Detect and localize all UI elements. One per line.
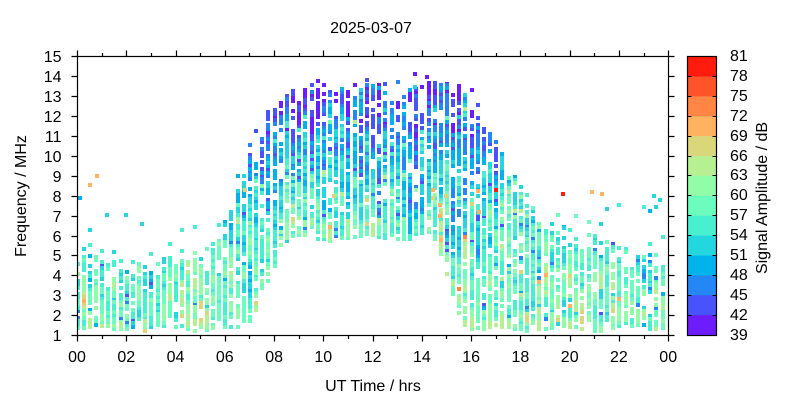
svg-text:1: 1	[53, 328, 62, 345]
svg-text:15: 15	[44, 49, 62, 66]
svg-text:22: 22	[610, 349, 628, 366]
svg-text:10: 10	[314, 349, 332, 366]
svg-text:06: 06	[216, 349, 234, 366]
svg-text:Frequency / MHz: Frequency / MHz	[13, 135, 30, 257]
svg-text:72: 72	[730, 108, 748, 125]
svg-text:9: 9	[53, 169, 62, 186]
svg-text:8: 8	[53, 189, 62, 206]
svg-text:10: 10	[44, 149, 62, 166]
svg-text:3: 3	[53, 288, 62, 305]
svg-text:60: 60	[730, 187, 748, 204]
svg-text:08: 08	[265, 349, 283, 366]
svg-text:14: 14	[413, 349, 431, 366]
svg-text:69: 69	[730, 128, 748, 145]
svg-text:14: 14	[44, 69, 62, 86]
svg-text:5: 5	[53, 248, 62, 265]
svg-text:16: 16	[462, 349, 480, 366]
svg-text:75: 75	[730, 88, 748, 105]
svg-text:81: 81	[730, 48, 748, 65]
svg-text:UT Time / hrs: UT Time / hrs	[325, 378, 421, 395]
svg-text:48: 48	[730, 267, 748, 284]
svg-text:11: 11	[45, 129, 62, 146]
svg-text:39: 39	[730, 327, 748, 344]
svg-text:00: 00	[659, 349, 677, 366]
svg-text:45: 45	[730, 287, 748, 304]
svg-text:63: 63	[730, 167, 748, 184]
svg-text:2025-03-07: 2025-03-07	[330, 20, 412, 37]
svg-text:20: 20	[561, 349, 579, 366]
svg-text:12: 12	[44, 109, 62, 126]
svg-text:51: 51	[730, 247, 748, 264]
svg-text:Signal Amplitude / dB: Signal Amplitude / dB	[754, 122, 771, 274]
svg-text:04: 04	[167, 349, 185, 366]
svg-text:2: 2	[53, 308, 62, 325]
svg-text:57: 57	[730, 207, 748, 224]
svg-text:78: 78	[730, 68, 748, 85]
svg-text:7: 7	[53, 209, 62, 226]
svg-text:6: 6	[53, 229, 62, 246]
svg-text:4: 4	[53, 268, 62, 285]
svg-text:42: 42	[730, 307, 748, 324]
svg-text:02: 02	[117, 349, 135, 366]
svg-text:12: 12	[364, 349, 382, 366]
svg-text:18: 18	[512, 349, 530, 366]
svg-text:54: 54	[730, 227, 748, 244]
svg-text:66: 66	[730, 148, 748, 165]
svg-text:00: 00	[68, 349, 86, 366]
svg-text:13: 13	[44, 89, 62, 106]
